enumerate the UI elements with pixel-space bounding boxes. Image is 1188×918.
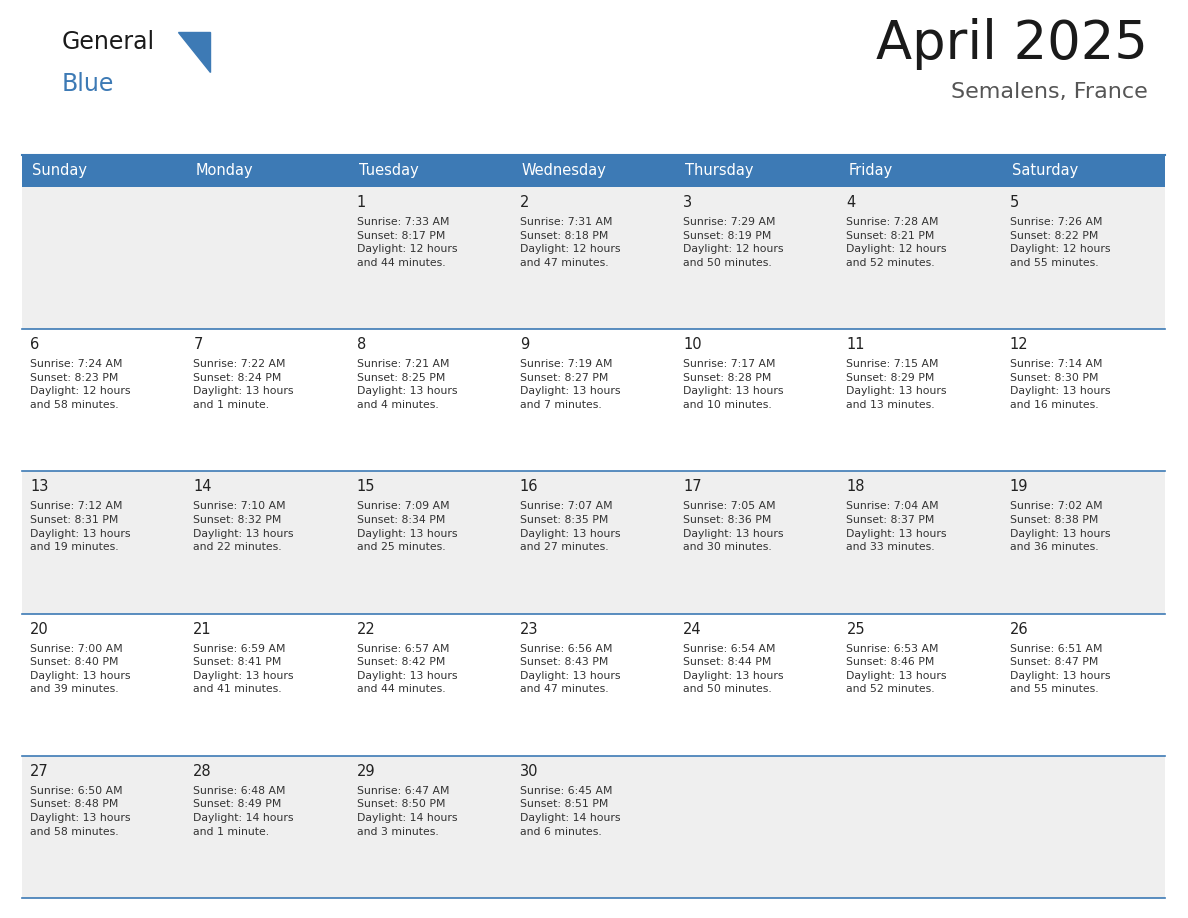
Text: 9: 9 bbox=[520, 337, 529, 353]
Text: Sunrise: 7:10 AM
Sunset: 8:32 PM
Daylight: 13 hours
and 22 minutes.: Sunrise: 7:10 AM Sunset: 8:32 PM Dayligh… bbox=[194, 501, 293, 553]
Text: 17: 17 bbox=[683, 479, 702, 495]
Text: Sunrise: 7:29 AM
Sunset: 8:19 PM
Daylight: 12 hours
and 50 minutes.: Sunrise: 7:29 AM Sunset: 8:19 PM Dayligh… bbox=[683, 217, 784, 268]
Text: 7: 7 bbox=[194, 337, 203, 353]
Text: 1: 1 bbox=[356, 195, 366, 210]
Text: Sunrise: 7:12 AM
Sunset: 8:31 PM
Daylight: 13 hours
and 19 minutes.: Sunrise: 7:12 AM Sunset: 8:31 PM Dayligh… bbox=[30, 501, 131, 553]
Text: 14: 14 bbox=[194, 479, 211, 495]
Text: Sunrise: 7:15 AM
Sunset: 8:29 PM
Daylight: 13 hours
and 13 minutes.: Sunrise: 7:15 AM Sunset: 8:29 PM Dayligh… bbox=[846, 359, 947, 410]
Text: Sunrise: 7:19 AM
Sunset: 8:27 PM
Daylight: 13 hours
and 7 minutes.: Sunrise: 7:19 AM Sunset: 8:27 PM Dayligh… bbox=[520, 359, 620, 410]
Text: Sunrise: 6:57 AM
Sunset: 8:42 PM
Daylight: 13 hours
and 44 minutes.: Sunrise: 6:57 AM Sunset: 8:42 PM Dayligh… bbox=[356, 644, 457, 694]
Text: Sunrise: 7:09 AM
Sunset: 8:34 PM
Daylight: 13 hours
and 25 minutes.: Sunrise: 7:09 AM Sunset: 8:34 PM Dayligh… bbox=[356, 501, 457, 553]
Text: 20: 20 bbox=[30, 621, 49, 636]
Text: Sunrise: 7:04 AM
Sunset: 8:37 PM
Daylight: 13 hours
and 33 minutes.: Sunrise: 7:04 AM Sunset: 8:37 PM Dayligh… bbox=[846, 501, 947, 553]
Text: 6: 6 bbox=[30, 337, 39, 353]
Text: Sunrise: 7:24 AM
Sunset: 8:23 PM
Daylight: 12 hours
and 58 minutes.: Sunrise: 7:24 AM Sunset: 8:23 PM Dayligh… bbox=[30, 359, 131, 410]
Text: Sunrise: 7:31 AM
Sunset: 8:18 PM
Daylight: 12 hours
and 47 minutes.: Sunrise: 7:31 AM Sunset: 8:18 PM Dayligh… bbox=[520, 217, 620, 268]
Bar bbox=[23, 472, 1165, 613]
Text: 23: 23 bbox=[520, 621, 538, 636]
Text: Blue: Blue bbox=[62, 72, 114, 96]
Text: 24: 24 bbox=[683, 621, 702, 636]
Bar bbox=[23, 155, 1165, 187]
Text: 12: 12 bbox=[1010, 337, 1029, 353]
Text: Sunrise: 6:51 AM
Sunset: 8:47 PM
Daylight: 13 hours
and 55 minutes.: Sunrise: 6:51 AM Sunset: 8:47 PM Dayligh… bbox=[1010, 644, 1111, 694]
Text: Sunrise: 7:14 AM
Sunset: 8:30 PM
Daylight: 13 hours
and 16 minutes.: Sunrise: 7:14 AM Sunset: 8:30 PM Dayligh… bbox=[1010, 359, 1111, 410]
Text: Sunday: Sunday bbox=[32, 163, 87, 178]
Text: Tuesday: Tuesday bbox=[359, 163, 418, 178]
Bar bbox=[23, 330, 1165, 472]
Text: 27: 27 bbox=[30, 764, 49, 778]
Text: 25: 25 bbox=[846, 621, 865, 636]
Text: 10: 10 bbox=[683, 337, 702, 353]
Text: 19: 19 bbox=[1010, 479, 1029, 495]
Text: 22: 22 bbox=[356, 621, 375, 636]
Text: 2: 2 bbox=[520, 195, 529, 210]
Text: 8: 8 bbox=[356, 337, 366, 353]
Text: Sunrise: 6:59 AM
Sunset: 8:41 PM
Daylight: 13 hours
and 41 minutes.: Sunrise: 6:59 AM Sunset: 8:41 PM Dayligh… bbox=[194, 644, 293, 694]
Bar bbox=[23, 187, 1165, 330]
Text: 18: 18 bbox=[846, 479, 865, 495]
Text: Sunrise: 6:56 AM
Sunset: 8:43 PM
Daylight: 13 hours
and 47 minutes.: Sunrise: 6:56 AM Sunset: 8:43 PM Dayligh… bbox=[520, 644, 620, 694]
Text: Thursday: Thursday bbox=[685, 163, 753, 178]
Text: 3: 3 bbox=[683, 195, 693, 210]
Text: 4: 4 bbox=[846, 195, 855, 210]
Text: Sunrise: 7:00 AM
Sunset: 8:40 PM
Daylight: 13 hours
and 39 minutes.: Sunrise: 7:00 AM Sunset: 8:40 PM Dayligh… bbox=[30, 644, 131, 694]
Text: Sunrise: 7:26 AM
Sunset: 8:22 PM
Daylight: 12 hours
and 55 minutes.: Sunrise: 7:26 AM Sunset: 8:22 PM Dayligh… bbox=[1010, 217, 1111, 268]
Text: Sunrise: 6:47 AM
Sunset: 8:50 PM
Daylight: 14 hours
and 3 minutes.: Sunrise: 6:47 AM Sunset: 8:50 PM Dayligh… bbox=[356, 786, 457, 836]
Text: Semalens, France: Semalens, France bbox=[952, 82, 1148, 102]
Text: General: General bbox=[62, 30, 156, 54]
Text: Sunrise: 6:53 AM
Sunset: 8:46 PM
Daylight: 13 hours
and 52 minutes.: Sunrise: 6:53 AM Sunset: 8:46 PM Dayligh… bbox=[846, 644, 947, 694]
Text: Wednesday: Wednesday bbox=[522, 163, 607, 178]
Text: 21: 21 bbox=[194, 621, 211, 636]
Bar bbox=[23, 613, 1165, 756]
Text: 11: 11 bbox=[846, 337, 865, 353]
Text: Saturday: Saturday bbox=[1012, 163, 1078, 178]
Text: Sunrise: 7:05 AM
Sunset: 8:36 PM
Daylight: 13 hours
and 30 minutes.: Sunrise: 7:05 AM Sunset: 8:36 PM Dayligh… bbox=[683, 501, 784, 553]
Text: Sunrise: 7:33 AM
Sunset: 8:17 PM
Daylight: 12 hours
and 44 minutes.: Sunrise: 7:33 AM Sunset: 8:17 PM Dayligh… bbox=[356, 217, 457, 268]
Text: 28: 28 bbox=[194, 764, 211, 778]
Text: 26: 26 bbox=[1010, 621, 1029, 636]
Text: Sunrise: 7:02 AM
Sunset: 8:38 PM
Daylight: 13 hours
and 36 minutes.: Sunrise: 7:02 AM Sunset: 8:38 PM Dayligh… bbox=[1010, 501, 1111, 553]
Text: Sunrise: 6:54 AM
Sunset: 8:44 PM
Daylight: 13 hours
and 50 minutes.: Sunrise: 6:54 AM Sunset: 8:44 PM Dayligh… bbox=[683, 644, 784, 694]
Text: 30: 30 bbox=[520, 764, 538, 778]
Text: Sunrise: 7:22 AM
Sunset: 8:24 PM
Daylight: 13 hours
and 1 minute.: Sunrise: 7:22 AM Sunset: 8:24 PM Dayligh… bbox=[194, 359, 293, 410]
Text: Sunrise: 7:21 AM
Sunset: 8:25 PM
Daylight: 13 hours
and 4 minutes.: Sunrise: 7:21 AM Sunset: 8:25 PM Dayligh… bbox=[356, 359, 457, 410]
Text: Friday: Friday bbox=[848, 163, 892, 178]
Text: Sunrise: 7:28 AM
Sunset: 8:21 PM
Daylight: 12 hours
and 52 minutes.: Sunrise: 7:28 AM Sunset: 8:21 PM Dayligh… bbox=[846, 217, 947, 268]
Text: Monday: Monday bbox=[195, 163, 253, 178]
Text: Sunrise: 6:48 AM
Sunset: 8:49 PM
Daylight: 14 hours
and 1 minute.: Sunrise: 6:48 AM Sunset: 8:49 PM Dayligh… bbox=[194, 786, 293, 836]
Text: April 2025: April 2025 bbox=[876, 18, 1148, 70]
Bar bbox=[23, 756, 1165, 898]
Text: 5: 5 bbox=[1010, 195, 1019, 210]
Text: 13: 13 bbox=[30, 479, 49, 495]
Text: 16: 16 bbox=[520, 479, 538, 495]
Text: Sunrise: 7:07 AM
Sunset: 8:35 PM
Daylight: 13 hours
and 27 minutes.: Sunrise: 7:07 AM Sunset: 8:35 PM Dayligh… bbox=[520, 501, 620, 553]
Text: Sunrise: 6:50 AM
Sunset: 8:48 PM
Daylight: 13 hours
and 58 minutes.: Sunrise: 6:50 AM Sunset: 8:48 PM Dayligh… bbox=[30, 786, 131, 836]
Text: 29: 29 bbox=[356, 764, 375, 778]
Text: Sunrise: 6:45 AM
Sunset: 8:51 PM
Daylight: 14 hours
and 6 minutes.: Sunrise: 6:45 AM Sunset: 8:51 PM Dayligh… bbox=[520, 786, 620, 836]
Polygon shape bbox=[178, 32, 210, 72]
Text: Sunrise: 7:17 AM
Sunset: 8:28 PM
Daylight: 13 hours
and 10 minutes.: Sunrise: 7:17 AM Sunset: 8:28 PM Dayligh… bbox=[683, 359, 784, 410]
Text: 15: 15 bbox=[356, 479, 375, 495]
